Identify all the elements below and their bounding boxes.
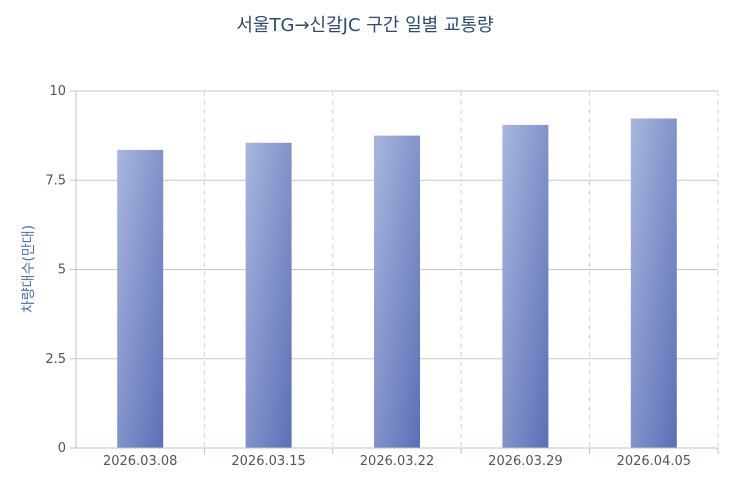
y-tick-label: 10 bbox=[49, 84, 66, 99]
y-tick-label: 0 bbox=[58, 441, 66, 456]
bars-layer bbox=[117, 118, 677, 448]
x-tick-label: 2026.03.08 bbox=[103, 454, 177, 469]
bar-2026.03.08[interactable] bbox=[117, 149, 164, 448]
bar-2026.03.22[interactable] bbox=[374, 135, 420, 448]
y-axis-label: 차량대수(만대) bbox=[21, 225, 37, 313]
x-tick-label: 2026.03.29 bbox=[488, 454, 562, 469]
bar-2026.03.29[interactable] bbox=[502, 124, 549, 448]
x-tick-label: 2026.03.22 bbox=[360, 454, 434, 469]
y-tick-label: 2.5 bbox=[45, 352, 66, 367]
x-tick-label: 2026.04.05 bbox=[617, 454, 691, 469]
axis-layer: 0 2.5 5 7.5 10 2026.03.08 2026.03.15 2026.03.22… bbox=[45, 84, 719, 469]
bar-2026.04.05[interactable] bbox=[630, 118, 677, 448]
y-tick-label: 7.5 bbox=[45, 173, 66, 188]
x-tick-label: 2026.03.15 bbox=[231, 454, 305, 469]
bar-2026.03.15[interactable] bbox=[245, 142, 292, 448]
chart-title: 서울TG→신갈JC 구간 일별 교통량 bbox=[236, 15, 494, 36]
y-tick-label: 5 bbox=[58, 263, 66, 278]
